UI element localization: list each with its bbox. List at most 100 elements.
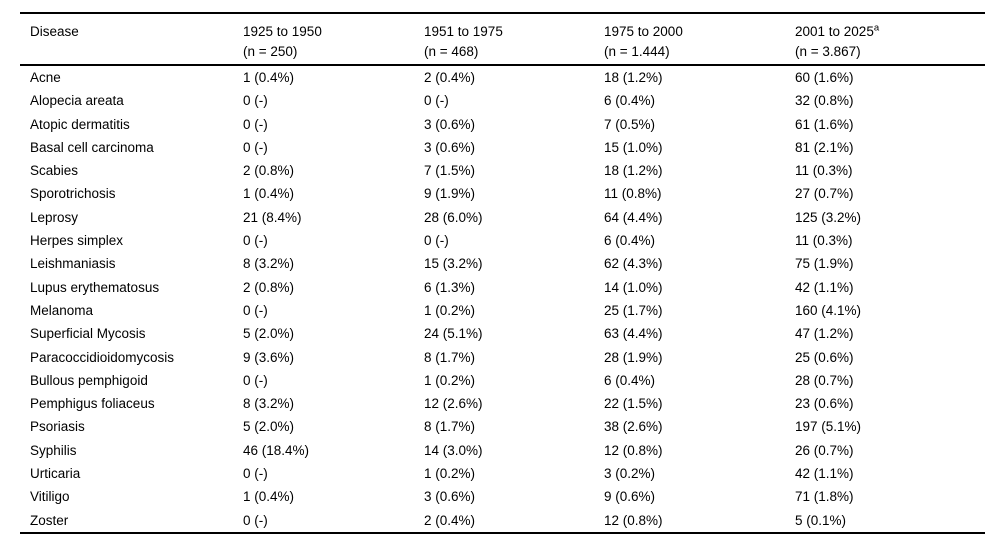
col-header-n: (n = 3.867) [795,44,861,59]
table-row: Psoriasis 5 (2.0%) 8 (1.7%) 38 (2.6%) 19… [20,415,985,438]
value-cell-period-2: 0 (-) [424,93,449,109]
value-cell-period-1: 0 (-) [243,116,268,132]
table-row: Sporotrichosis 1 (0.4%) 9 (1.9%) 11 (0.8… [20,182,985,205]
value-cell-period-1: 2 (0.8%) [243,279,295,295]
value-cell-period-3: 15 (1.0%) [604,139,663,155]
col-header-disease: Disease [20,13,243,65]
disease-name-cell: Paracoccidioidomycosis [30,349,175,365]
value-cell-period-3: 63 (4.4%) [604,326,663,342]
table-body: Acne 1 (0.4%) 2 (0.4%) 18 (1.2%) 60 (1.6… [20,65,985,533]
col-header-period-1951-1975: 1951 to 1975 (n = 468) [424,13,604,65]
value-cell-period-3: 14 (1.0%) [604,279,663,295]
col-header-label: Disease [30,24,79,39]
table-row: Bullous pemphigoid 0 (-) 1 (0.2%) 6 (0.4… [20,369,985,392]
header-row: Disease 1925 to 1950 (n = 250) 1951 to 1… [20,13,985,65]
value-cell-period-4: 23 (0.6%) [795,396,854,412]
value-cell-period-3: 64 (4.4%) [604,209,663,225]
value-cell-period-1: 46 (18.4%) [243,442,310,458]
value-cell-period-3: 62 (4.3%) [604,256,663,272]
value-cell-period-4: 61 (1.6%) [795,116,854,132]
value-cell-period-2: 0 (-) [424,233,449,249]
value-cell-period-3: 25 (1.7%) [604,302,663,318]
value-cell-period-1: 5 (2.0%) [243,326,295,342]
col-header-label: 1975 to 2000 [604,24,683,39]
table-row: Superficial Mycosis 5 (2.0%) 24 (5.1%) 6… [20,322,985,345]
disease-name-cell: Lupus erythematosus [30,279,160,295]
disease-name-cell: Basal cell carcinoma [30,139,154,155]
value-cell-period-3: 6 (0.4%) [604,93,656,109]
value-cell-period-4: 11 (0.3%) [795,163,853,179]
value-cell-period-3: 18 (1.2%) [604,163,663,179]
table-row: Acne 1 (0.4%) 2 (0.4%) 18 (1.2%) 60 (1.6… [20,65,985,89]
disease-name-cell: Herpes simplex [30,233,124,249]
value-cell-period-1: 0 (-) [243,466,268,482]
value-cell-period-4: 160 (4.1%) [795,302,862,318]
value-cell-period-3: 11 (0.8%) [604,186,662,202]
value-cell-period-2: 3 (0.6%) [424,116,476,132]
table-row: Urticaria 0 (-) 1 (0.2%) 3 (0.2%) 42 (1.… [20,462,985,485]
value-cell-period-2: 7 (1.5%) [424,163,476,179]
col-header-n: (n = 468) [424,44,479,59]
value-cell-period-2: 24 (5.1%) [424,326,483,342]
value-cell-period-1: 8 (3.2%) [243,256,295,272]
col-header-n: (n = 250) [243,44,298,59]
table-row: Lupus erythematosus 2 (0.8%) 6 (1.3%) 14… [20,276,985,299]
disease-name-cell: Melanoma [30,302,94,318]
value-cell-period-3: 12 (0.8%) [604,442,663,458]
disease-name-cell: Atopic dermatitis [30,116,130,132]
col-header-period-2001-2025: 2001 to 2025a (n = 3.867) [795,13,985,65]
value-cell-period-2: 14 (3.0%) [424,442,483,458]
table-row: Vitiligo 1 (0.4%) 3 (0.6%) 9 (0.6%) 71 (… [20,485,985,508]
value-cell-period-4: 26 (0.7%) [795,442,854,458]
value-cell-period-4: 32 (0.8%) [795,93,854,109]
disease-name-cell: Pemphigus foliaceus [30,396,155,412]
value-cell-period-3: 28 (1.9%) [604,349,663,365]
col-header-label: 2001 to 2025a [795,22,880,39]
value-cell-period-2: 8 (1.7%) [424,349,476,365]
value-cell-period-3: 9 (0.6%) [604,489,656,505]
disease-name-cell: Zoster [30,512,69,528]
col-header-n: (n = 1.444) [604,44,670,59]
table-row: Atopic dermatitis 0 (-) 3 (0.6%) 7 (0.5%… [20,113,985,136]
value-cell-period-3: 22 (1.5%) [604,396,663,412]
disease-name-cell: Acne [30,70,61,85]
value-cell-period-1: 0 (-) [243,139,268,155]
value-cell-period-1: 21 (8.4%) [243,209,302,225]
col-header-period-1925-1950: 1925 to 1950 (n = 250) [243,13,424,65]
disease-name-cell: Sporotrichosis [30,186,116,202]
disease-name-cell: Alopecia areata [30,93,124,109]
disease-name-cell: Leishmaniasis [30,256,116,272]
value-cell-period-2: 12 (2.6%) [424,396,483,412]
value-cell-period-4: 197 (5.1%) [795,419,862,435]
value-cell-period-1: 0 (-) [243,372,268,388]
value-cell-period-3: 6 (0.4%) [604,372,656,388]
disease-name-cell: Superficial Mycosis [30,326,146,342]
value-cell-period-3: 38 (2.6%) [604,419,663,435]
value-cell-period-4: 25 (0.6%) [795,349,854,365]
disease-name-cell: Psoriasis [30,419,85,435]
value-cell-period-2: 2 (0.4%) [424,512,476,528]
disease-name-cell: Syphilis [30,442,77,458]
table-row: Leishmaniasis 8 (3.2%) 15 (3.2%) 62 (4.3… [20,252,985,275]
value-cell-period-2: 9 (1.9%) [424,186,476,202]
disease-period-table: Disease 1925 to 1950 (n = 250) 1951 to 1… [20,12,985,534]
value-cell-period-1: 1 (0.4%) [243,70,295,85]
value-cell-period-4: 28 (0.7%) [795,372,854,388]
value-cell-period-1: 9 (3.6%) [243,349,295,365]
table-row: Melanoma 0 (-) 1 (0.2%) 25 (1.7%) 160 (4… [20,299,985,322]
value-cell-period-2: 1 (0.2%) [424,466,476,482]
table-row: Zoster 0 (-) 2 (0.4%) 12 (0.8%) 5 (0.1%) [20,509,985,533]
table-row: Syphilis 46 (18.4%) 14 (3.0%) 12 (0.8%) … [20,439,985,462]
table-row: Alopecia areata 0 (-) 0 (-) 6 (0.4%) 32 … [20,89,985,112]
value-cell-period-1: 1 (0.4%) [243,489,295,505]
value-cell-period-2: 15 (3.2%) [424,256,483,272]
value-cell-period-3: 6 (0.4%) [604,233,656,249]
value-cell-period-1: 0 (-) [243,512,268,528]
value-cell-period-1: 1 (0.4%) [243,186,295,202]
value-cell-period-4: 125 (3.2%) [795,209,862,225]
value-cell-period-2: 2 (0.4%) [424,70,476,85]
disease-name-cell: Scabies [30,163,79,179]
table-row: Paracoccidioidomycosis 9 (3.6%) 8 (1.7%)… [20,346,985,369]
value-cell-period-4: 71 (1.8%) [795,489,854,505]
value-cell-period-2: 28 (6.0%) [424,209,483,225]
